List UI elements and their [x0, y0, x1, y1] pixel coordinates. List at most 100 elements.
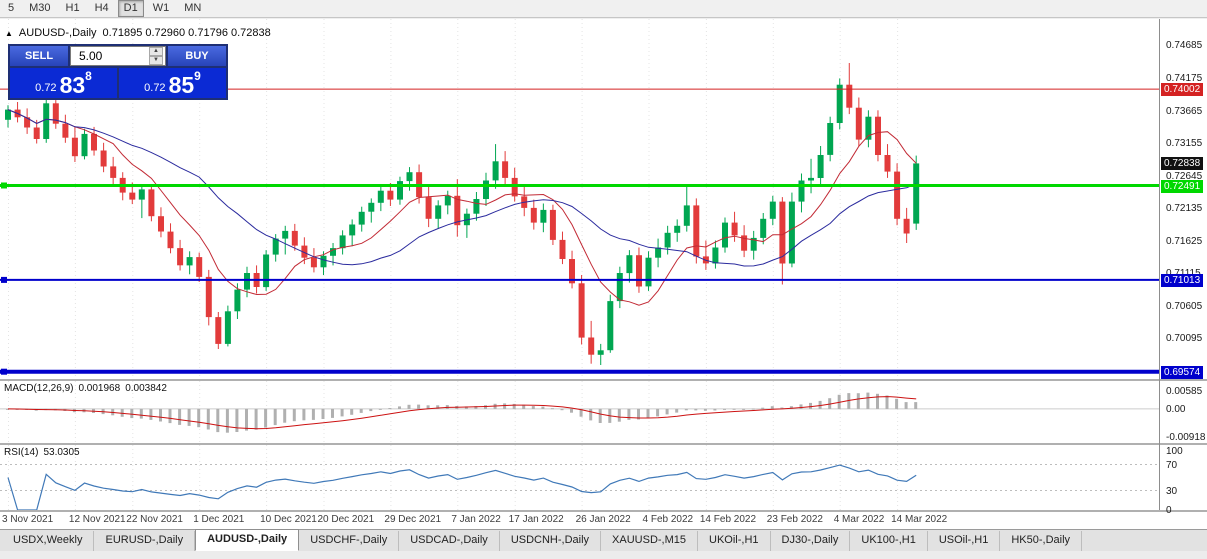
timeframe-button-w1[interactable]: W1	[152, 2, 170, 14]
date-label: 14 Feb 2022	[699, 514, 757, 525]
axis-price-label: 0.73155	[1166, 138, 1203, 150]
macd-value-signal: 0.003842	[125, 383, 167, 394]
macd-name: MACD(12,26,9)	[4, 383, 74, 394]
axis-price-label: 0.70605	[1166, 300, 1203, 312]
one-click-trading-panel: SELL 5.00 ▲ ▼ BUY 0.72 83 8 0.72 85 9	[8, 44, 228, 100]
rsi-value: 53.0305	[43, 447, 80, 458]
date-label: 4 Feb 2022	[642, 514, 694, 525]
timeframe-button-5[interactable]: 5	[8, 2, 15, 14]
date-label: 20 Dec 2021	[317, 514, 375, 525]
date-label: 29 Dec 2021	[384, 514, 442, 525]
axis-price-label: 0.72645	[1166, 170, 1203, 182]
date-label: 22 Nov 2021	[126, 514, 183, 525]
date-label: 1 Dec 2021	[193, 514, 245, 525]
panel-separator[interactable]	[0, 379, 1207, 381]
timeframe-button-m30[interactable]: M30	[29, 2, 51, 14]
chart-tab-hk50-daily[interactable]: HK50-,Daily	[1000, 531, 1083, 551]
level-price-badge: 0.69574	[1161, 365, 1204, 379]
axis-price-label: 0.74175	[1166, 73, 1203, 85]
level-price-badge: 0.74002	[1161, 83, 1204, 97]
level-handle[interactable]	[1, 368, 7, 375]
date-label: 14 Mar 2022	[891, 514, 948, 525]
chart-tab-usoil-h1[interactable]: USOil-,H1	[927, 531, 1001, 551]
bid-price-sup: 8	[85, 69, 92, 83]
chart-tab-dj30-daily[interactable]: DJ30-,Daily	[770, 531, 851, 551]
axis-price-label: 0.72135	[1166, 203, 1203, 215]
date-label: 7 Jan 2022	[451, 514, 501, 525]
level-handle[interactable]	[1, 276, 7, 283]
axis-price-label: 0.71625	[1166, 235, 1203, 247]
macd-value-main: 0.001968	[78, 383, 121, 394]
current-price-badge: 0.72838	[1161, 157, 1204, 171]
date-label: 3 Nov 2021	[2, 514, 54, 525]
volume-value: 5.00	[79, 49, 103, 63]
bid-price-prefix: 0.72	[35, 82, 57, 94]
moving-average-fast	[7, 109, 917, 306]
ask-price-prefix: 0.72	[144, 82, 166, 94]
chart-tab-uk100-h1[interactable]: UK100-,H1	[850, 531, 928, 551]
chart-collapse-arrow-icon[interactable]: ▲	[5, 28, 13, 38]
axis-price-label: 100	[1166, 446, 1183, 457]
rsi-indicator-label: RSI(14) 53.0305	[4, 447, 85, 458]
status-strip	[0, 551, 1207, 559]
timeframe-button-d1[interactable]: D1	[117, 0, 144, 17]
date-label: 4 Mar 2022	[833, 514, 885, 525]
axis-price-label: 70	[1166, 459, 1178, 471]
volume-up-button[interactable]: ▲	[149, 47, 163, 56]
level-handle[interactable]	[1, 182, 7, 189]
axis-price-label: 30	[1166, 485, 1178, 497]
level-price-badge: 0.72491	[1161, 179, 1204, 193]
price-chart[interactable]	[0, 19, 1159, 380]
rsi-panel-canvas	[0, 445, 1159, 510]
chart-tab-bar: USDX,Weekly EURUSD-,Daily AUDUSD-,Daily USD…	[0, 529, 1207, 551]
macd-signal-line	[7, 396, 917, 430]
chart-tab-xauusd-m15[interactable]: XAUUSD-,M15	[601, 531, 699, 551]
date-label: 12 Nov 2021	[68, 514, 126, 525]
date-label: 10 Dec 2021	[260, 514, 317, 525]
buy-button[interactable]: BUY	[168, 46, 226, 66]
chart-tab-eurusd-daily[interactable]: EURUSD-,Daily	[94, 531, 196, 551]
chart-tab-usdx-weekly[interactable]: USDX,Weekly	[2, 531, 95, 551]
moving-average-slow	[7, 109, 917, 267]
axis-price-label: 0.73665	[1166, 105, 1203, 117]
volume-spinner: ▲ ▼	[149, 47, 163, 65]
timeframe-button-mn[interactable]: MN	[184, 2, 202, 14]
volume-down-button[interactable]: ▼	[149, 56, 163, 65]
ask-price-sup: 9	[194, 69, 201, 83]
axis-price-label: 0.70095	[1166, 333, 1203, 345]
date-label: 17 Jan 2022	[508, 514, 564, 525]
timeframe-button-h4[interactable]: H4	[94, 2, 109, 14]
axis-price-label: 0	[1166, 505, 1172, 516]
axis-price-label: -0.00918	[1166, 432, 1206, 444]
rsi-line	[7, 464, 917, 510]
bid-price[interactable]: 0.72 83 8	[10, 68, 117, 98]
axis-price-label: 0.00585	[1166, 385, 1203, 397]
chart-tab-usdcad-daily[interactable]: USDCAD-,Daily	[399, 531, 500, 551]
panel-separator[interactable]	[0, 443, 1207, 445]
rsi-name: RSI(14)	[4, 447, 39, 458]
chart-tab-ukoil-h1[interactable]: UKOil-,H1	[698, 531, 771, 551]
timeframe-button-h1[interactable]: H1	[65, 2, 80, 14]
chart-title-ohlc: 0.71895 0.72960 0.71796 0.72838	[102, 27, 271, 39]
volume-field[interactable]: 5.00 ▲ ▼	[70, 46, 166, 66]
sell-button[interactable]: SELL	[10, 46, 68, 66]
date-label: 26 Jan 2022	[575, 514, 631, 525]
axis-price-label: 0.00	[1166, 403, 1186, 415]
level-price-badge: 0.71013	[1161, 273, 1204, 287]
price-axis: 0.74685 0.74175 0.73665 0.73155 0.72645 0.721…	[1160, 0, 1207, 559]
bid-price-big: 83	[59, 72, 86, 98]
panel-separator[interactable]	[0, 510, 1207, 512]
ask-price[interactable]: 0.72 85 9	[119, 68, 226, 98]
chart-title: ▲ AUDUSD-,Daily 0.71895 0.72960 0.71796 …	[5, 27, 271, 39]
timeframe-toolbar: 5 M30 H1 H4 D1 W1 MN	[0, 0, 1207, 18]
ask-price-big: 85	[168, 72, 195, 98]
macd-indicator-label: MACD(12,26,9) 0.001968 0.003842	[4, 383, 172, 394]
price-axis-divider	[1159, 19, 1160, 510]
chart-tab-audusd-daily[interactable]: AUDUSD-,Daily	[195, 529, 300, 551]
axis-price-label: 0.74685	[1166, 40, 1203, 52]
macd-panel-canvas	[0, 381, 1159, 443]
chart-tab-usdchf-daily[interactable]: USDCHF-,Daily	[299, 531, 400, 551]
candlesticks	[5, 63, 920, 365]
chart-tab-usdcnh-daily[interactable]: USDCNH-,Daily	[499, 531, 602, 551]
chart-title-symbol: AUDUSD-,Daily	[18, 27, 97, 39]
